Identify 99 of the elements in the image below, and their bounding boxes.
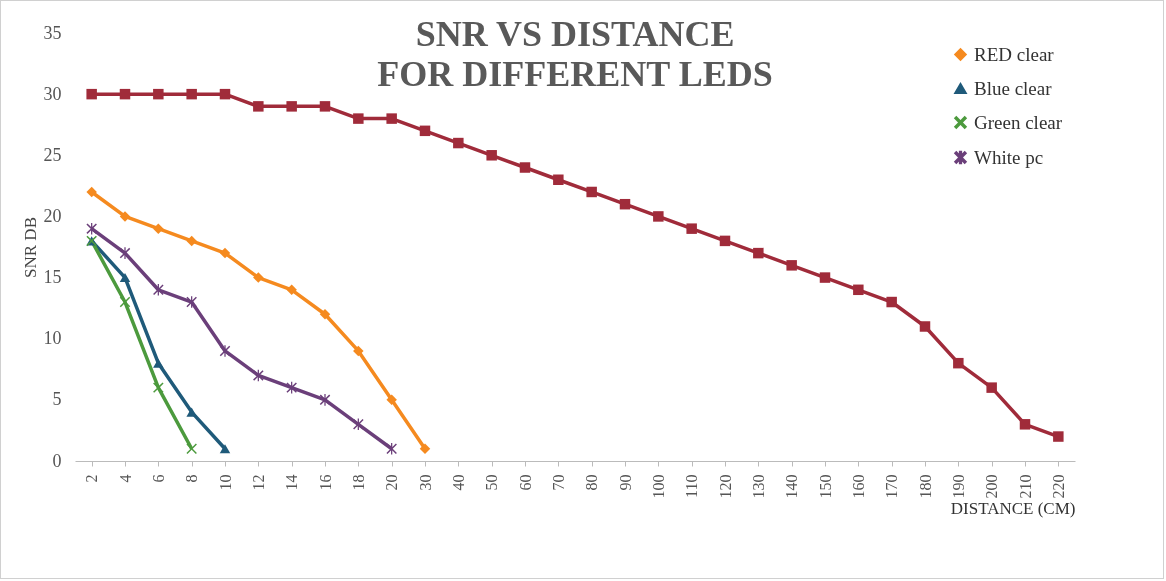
- x-tick-label: 180: [916, 474, 934, 499]
- x-tick-label: 8: [183, 474, 201, 483]
- point: [153, 382, 164, 393]
- point: [119, 211, 131, 222]
- x-tick-label: 200: [983, 474, 1001, 499]
- point: [153, 88, 164, 100]
- legend-label: White pc: [974, 146, 1044, 168]
- point: [819, 272, 831, 283]
- point: [519, 162, 531, 173]
- x-tick-label: 80: [583, 474, 601, 491]
- point: [219, 345, 231, 357]
- x-tick-label: 18: [349, 474, 367, 491]
- x-tick-label: 10: [216, 474, 234, 491]
- y-tick-label: 5: [52, 389, 62, 410]
- point: [919, 321, 931, 332]
- point: [719, 235, 731, 247]
- x-tick-label: 40: [449, 474, 467, 491]
- x-tick-label: 30: [416, 474, 434, 491]
- point: [186, 235, 197, 247]
- y-tick-label: 20: [43, 205, 62, 226]
- point: [786, 260, 797, 271]
- point: [386, 394, 397, 406]
- x-tick-label: 210: [1016, 474, 1034, 499]
- point: [86, 186, 97, 198]
- point: [86, 222, 97, 235]
- y-tick-label: 30: [43, 83, 62, 104]
- x-tick-label: 70: [549, 474, 567, 491]
- point: [153, 358, 164, 368]
- point: [119, 88, 131, 100]
- x-tick-label: 4: [116, 474, 134, 483]
- x-tick-label: 14: [283, 474, 301, 491]
- point: [553, 174, 564, 185]
- point: [486, 150, 497, 161]
- point: [853, 284, 864, 296]
- x-tick-label: 12: [249, 474, 267, 491]
- point: [86, 88, 97, 100]
- chart-title: SNR VS DISTANCE FOR DIFFERENT LEDS: [377, 14, 773, 94]
- x-tick-label: 140: [783, 474, 801, 499]
- point: [119, 273, 131, 283]
- x-tick-label: 90: [616, 474, 634, 491]
- point: [653, 211, 664, 222]
- legend-label: Green clear: [974, 111, 1063, 133]
- point: [186, 88, 197, 100]
- y-tick-label: 35: [43, 22, 62, 43]
- point: [253, 101, 264, 112]
- legend-label: RED clear: [974, 43, 1055, 65]
- point: [1019, 419, 1031, 430]
- point: [186, 407, 197, 417]
- legend-label: Blue clear: [974, 77, 1053, 99]
- point: [953, 357, 964, 369]
- point: [119, 247, 131, 259]
- x-tick-label: 2: [83, 474, 101, 483]
- point: [886, 296, 897, 308]
- y-tick-label: 25: [43, 144, 62, 165]
- point: [353, 418, 364, 431]
- y-tick-label: 0: [52, 450, 62, 471]
- x-tick-label: 150: [816, 474, 834, 499]
- point: [353, 113, 364, 124]
- point: [986, 382, 997, 393]
- x-tick-label: 60: [516, 474, 534, 491]
- x-axis-title: DISTANCE (CM): [950, 498, 1076, 518]
- x-tick-label: 110: [683, 474, 701, 498]
- point: [286, 101, 297, 112]
- point: [319, 101, 331, 112]
- point: [219, 444, 231, 454]
- point: [253, 272, 264, 283]
- x-tick-label: 160: [849, 474, 867, 499]
- point: [386, 113, 397, 124]
- point: [219, 88, 231, 100]
- y-tick-label: 10: [43, 328, 62, 349]
- x-tick-label: 6: [149, 474, 167, 483]
- x-tick-label: 170: [883, 474, 901, 499]
- point: [286, 284, 297, 296]
- point: [153, 223, 164, 234]
- point: [119, 296, 131, 308]
- point: [753, 247, 764, 259]
- point: [586, 186, 597, 198]
- x-tick-label: 100: [649, 474, 667, 499]
- x-tick-label: 50: [483, 474, 501, 491]
- y-tick-label: 15: [43, 267, 62, 288]
- point: [686, 223, 697, 234]
- x-tick-label: 220: [1049, 474, 1067, 499]
- x-tick-label: 120: [716, 474, 734, 499]
- point: [1053, 431, 1064, 442]
- point: [286, 381, 297, 394]
- x-tick-label: 130: [749, 474, 767, 499]
- x-tick-label: 16: [316, 474, 334, 491]
- x-tick-label: 190: [949, 474, 967, 499]
- point: [219, 247, 231, 259]
- point: [419, 443, 431, 455]
- point: [453, 137, 464, 149]
- point: [319, 309, 331, 320]
- x-tick-label: 20: [383, 474, 401, 491]
- point: [619, 198, 631, 210]
- point: [319, 394, 331, 406]
- point: [186, 443, 197, 455]
- point: [419, 125, 431, 137]
- y-axis-title: SNR DB: [20, 217, 40, 278]
- point: [353, 345, 364, 357]
